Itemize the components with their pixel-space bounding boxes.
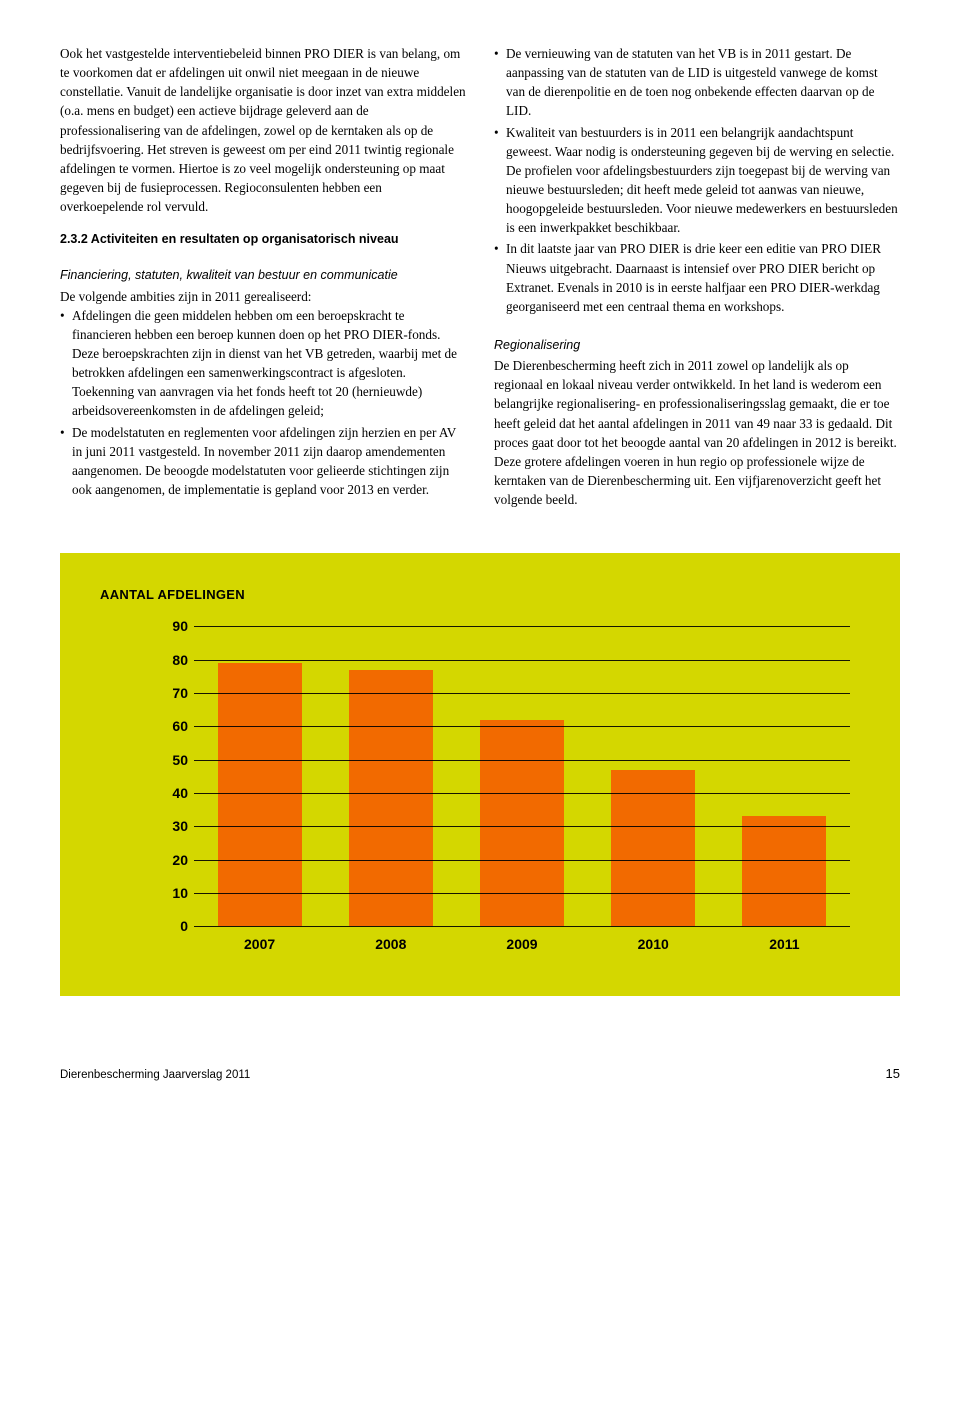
chart-title: AANTAL AFDELINGEN — [100, 587, 860, 602]
list-item: Kwaliteit van bestuurders is in 2011 een… — [494, 123, 900, 238]
y-axis-label: 90 — [160, 618, 188, 634]
sub-heading: Financiering, statuten, kwaliteit van be… — [60, 266, 466, 284]
y-axis-label: 60 — [160, 718, 188, 734]
sub-heading: Regionalisering — [494, 336, 900, 354]
bar — [349, 670, 433, 927]
para: De Dierenbescherming heeft zich in 2011 … — [494, 356, 900, 509]
bullet-list: Afdelingen die geen middelen hebben om e… — [60, 306, 466, 499]
bar-slot — [719, 626, 850, 926]
y-axis-label: 40 — [160, 785, 188, 801]
list-item: De vernieuwing van de statuten van het V… — [494, 44, 900, 121]
x-axis-labels: 20072008200920102011 — [194, 936, 850, 952]
gridline — [194, 660, 850, 661]
gridline — [194, 793, 850, 794]
intro-line: De volgende ambities zijn in 2011 gereal… — [60, 287, 466, 306]
x-axis-label: 2011 — [719, 936, 850, 952]
right-column: De vernieuwing van de statuten van het V… — [494, 44, 900, 523]
bar — [742, 816, 826, 926]
x-axis-label: 2008 — [325, 936, 456, 952]
y-axis-label: 80 — [160, 652, 188, 668]
list-item: In dit laatste jaar van PRO DIER is drie… — [494, 239, 900, 316]
bar — [480, 720, 564, 927]
chart-area: 0102030405060708090 — [160, 626, 860, 926]
y-axis-label: 0 — [160, 918, 188, 934]
x-axis-label: 2009 — [456, 936, 587, 952]
chart-panel: AANTAL AFDELINGEN 0 10 20 30 40 50 60 70 80 90 20… — [60, 553, 900, 996]
footer-text: Dierenbescherming Jaarverslag 2011 — [60, 1069, 250, 1081]
bar-slot — [456, 626, 587, 926]
page-footer: Dierenbescherming Jaarverslag 2011 15 — [60, 1066, 900, 1081]
gridline — [194, 760, 850, 761]
y-axis-label: 10 — [160, 885, 188, 901]
bar-slot — [194, 626, 325, 926]
gridline — [194, 893, 850, 894]
bar-slot — [588, 626, 719, 926]
gridline — [194, 860, 850, 861]
y-axis-label: 30 — [160, 818, 188, 834]
list-item: Afdelingen die geen middelen hebben om e… — [60, 306, 466, 421]
bars-container — [194, 626, 850, 926]
gridline — [194, 826, 850, 827]
y-axis-label: 50 — [160, 752, 188, 768]
page-number: 15 — [886, 1066, 900, 1081]
left-column: Ook het vastgestelde interventiebeleid b… — [60, 44, 466, 523]
gridline — [194, 626, 850, 627]
bullet-list: De vernieuwing van de statuten van het V… — [494, 44, 900, 316]
bar-slot — [325, 626, 456, 926]
gridline — [194, 926, 850, 927]
list-item: De modelstatuten en reglementen voor afd… — [60, 423, 466, 500]
bar — [218, 663, 302, 926]
y-axis-label: 20 — [160, 852, 188, 868]
section-heading: 2.3.2 Activiteiten en resultaten op orga… — [60, 230, 466, 248]
para: Ook het vastgestelde interventiebeleid b… — [60, 44, 466, 216]
gridline — [194, 693, 850, 694]
x-axis-label: 2007 — [194, 936, 325, 952]
gridline — [194, 726, 850, 727]
x-axis-label: 2010 — [588, 936, 719, 952]
y-axis-label: 70 — [160, 685, 188, 701]
